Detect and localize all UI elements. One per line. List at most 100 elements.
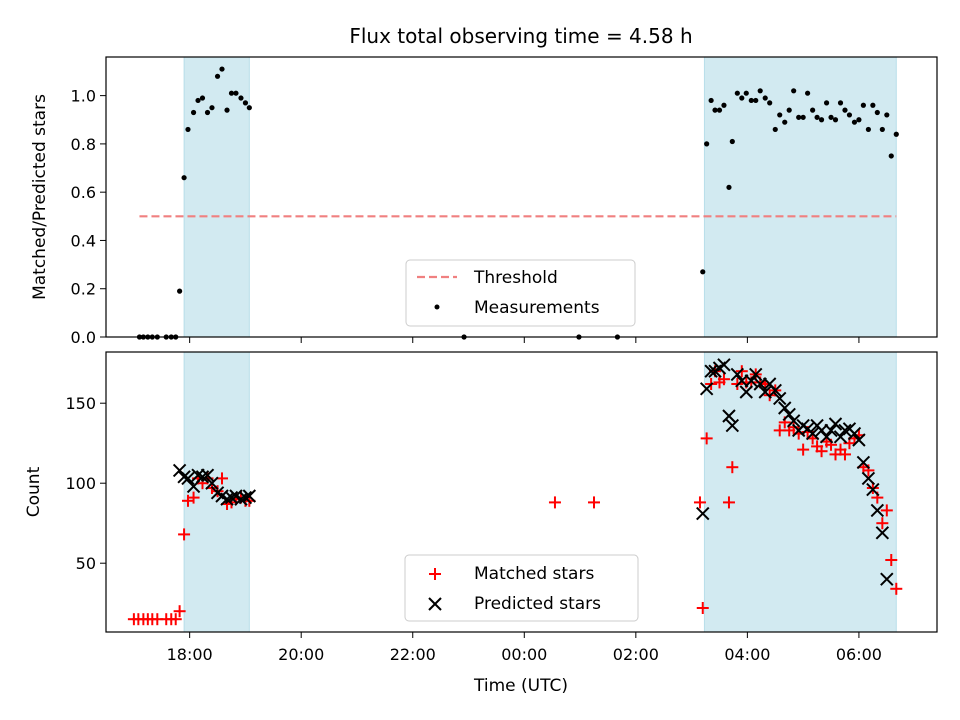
measurement-points — [136, 66, 899, 340]
predicted-star-point — [238, 490, 253, 505]
x-tick-label: 04:00 — [724, 645, 770, 664]
measurement-point — [796, 114, 802, 120]
predicted-star-point — [870, 503, 885, 518]
measurement-point — [832, 117, 839, 123]
measurement-point — [884, 112, 890, 118]
x-tick-label: 06:00 — [836, 645, 882, 664]
legend-predicted-label: Predicted stars — [474, 594, 601, 614]
matched-star-point — [187, 491, 200, 504]
x-tick-label: 22:00 — [390, 645, 436, 664]
predicted-star-point — [838, 423, 852, 438]
matched-star-point — [722, 496, 735, 509]
predicted-star-point — [805, 426, 820, 441]
measurement-point — [782, 119, 788, 125]
measurement-point — [757, 88, 763, 94]
y-tick-label: 100 — [65, 474, 96, 493]
top-legend-box — [405, 259, 636, 327]
predicted-star-point — [861, 471, 876, 486]
predicted-star-point — [778, 401, 792, 415]
measurement-point — [767, 100, 773, 106]
measurement-point — [204, 109, 211, 116]
predicted-star-point — [856, 455, 871, 470]
predicted-star-point — [191, 468, 205, 482]
measurement-point — [879, 126, 885, 133]
bottom-legend: Matched stars Predicted stars — [404, 554, 639, 622]
measurement-point — [185, 126, 191, 133]
measurement-point — [209, 105, 215, 111]
measurement-point — [214, 73, 221, 79]
legend-threshold-label: Threshold — [473, 268, 558, 288]
measurement-point — [791, 88, 797, 94]
measurement-point — [865, 126, 872, 133]
measurement-point — [810, 107, 816, 113]
y-tick-label: 0.0 — [71, 328, 96, 347]
matched-star-point — [696, 602, 709, 614]
predicted-star-point — [722, 409, 736, 423]
x-tick-label: 18:00 — [167, 645, 213, 664]
y-tick-label: 150 — [65, 394, 96, 413]
measurement-point — [772, 126, 778, 133]
measurement-point — [190, 109, 197, 116]
legend-measurements-swatch — [434, 304, 440, 310]
bottom-y-axis-label: Count — [24, 466, 44, 517]
predicted-star-point — [880, 572, 894, 586]
x-axis-label: Time (UTC) — [473, 676, 568, 696]
predicted-star-point — [852, 433, 866, 447]
measurement-point — [199, 95, 206, 101]
x-tick-label: 20:00 — [278, 645, 324, 664]
measurement-point — [814, 114, 820, 120]
matched-star-point — [173, 605, 186, 618]
measurement-point — [743, 90, 749, 96]
top-legend: Threshold Measurements — [405, 259, 636, 327]
measurement-point — [729, 138, 735, 145]
measurement-point — [242, 100, 249, 106]
predicted-star-point — [242, 489, 257, 503]
chart-title: Flux total observing time = 4.58 h — [349, 24, 692, 48]
count-panel: 50 100 150 18:00 20:00 22:00 00:00 02:00 04:00 0… — [24, 351, 938, 696]
bottom-legend-box — [404, 554, 639, 622]
matched-star-point — [787, 421, 800, 434]
matched-star-point — [880, 504, 893, 517]
measurement-point — [818, 117, 825, 123]
matched-star-point — [876, 517, 889, 530]
top-axes-frame — [105, 56, 938, 338]
measurement-point — [708, 97, 714, 104]
predicted-star-point — [717, 358, 731, 372]
measurement-point — [238, 95, 244, 101]
predicted-star-point — [786, 414, 801, 428]
matched-star-point — [700, 432, 713, 445]
predicted-star-point — [181, 471, 195, 486]
measurement-point — [700, 269, 706, 275]
predicted-star-point — [205, 476, 219, 490]
shaded-span-1 — [703, 56, 897, 338]
x-tick-label: 02:00 — [613, 645, 659, 664]
y-tick-label: 0.8 — [71, 135, 96, 154]
matched-star-point — [726, 461, 739, 474]
measurement-point — [712, 107, 718, 113]
matched-star-point — [717, 373, 730, 386]
matched-star-point — [815, 445, 828, 458]
measurement-point — [748, 97, 754, 104]
x-tick-label: 00:00 — [501, 645, 547, 664]
measurement-point — [805, 90, 811, 96]
measurement-point — [823, 100, 830, 106]
measurement-point — [224, 107, 230, 113]
measurement-point — [874, 109, 880, 116]
predicted-star-point — [819, 430, 834, 444]
measurement-point — [753, 97, 759, 104]
predicted-star-point — [824, 423, 838, 438]
matched-star-point — [885, 554, 898, 566]
legend-matched-label: Matched stars — [474, 564, 594, 584]
legend-predicted-swatch — [428, 597, 442, 611]
bottom-x-ticks: 18:00 20:00 22:00 00:00 02:00 04:00 06:00 — [167, 632, 882, 664]
measurement-point — [762, 95, 768, 101]
measurement-point — [181, 175, 187, 181]
y-tick-label: 0.6 — [71, 183, 96, 202]
predicted-star-point — [782, 407, 796, 422]
predicted-star-point — [739, 385, 753, 399]
predicted-star-point — [696, 506, 710, 521]
matched-star-point — [178, 528, 191, 541]
matched-star-point — [890, 582, 903, 595]
bottom-axes-frame — [105, 351, 938, 633]
predicted-star-point — [768, 383, 782, 398]
